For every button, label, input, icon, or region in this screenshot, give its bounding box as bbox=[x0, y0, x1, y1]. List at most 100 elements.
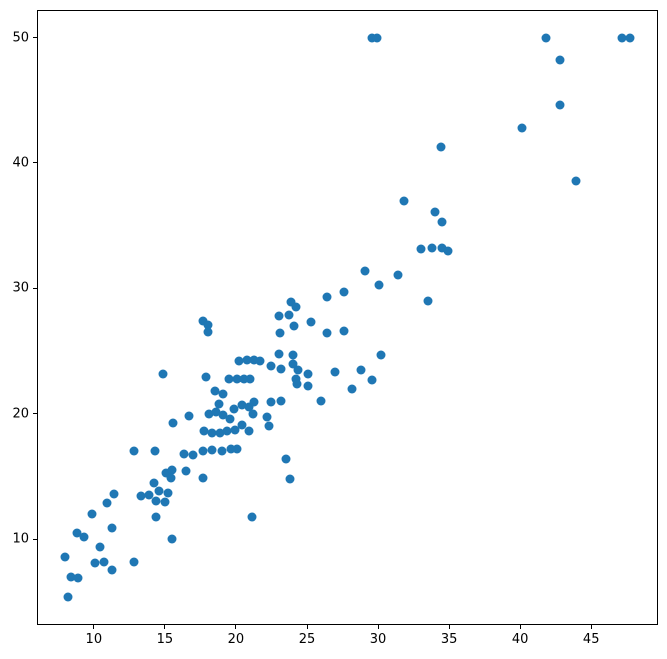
data-point bbox=[274, 311, 284, 321]
data-point bbox=[60, 552, 70, 562]
data-point bbox=[303, 381, 313, 391]
data-point bbox=[289, 321, 299, 331]
data-point bbox=[374, 280, 384, 290]
data-point bbox=[249, 355, 259, 365]
data-point bbox=[184, 411, 194, 421]
data-point bbox=[360, 266, 370, 276]
data-point bbox=[399, 196, 409, 206]
data-point bbox=[218, 389, 228, 399]
data-point bbox=[247, 512, 257, 522]
data-point bbox=[281, 454, 291, 464]
data-point bbox=[217, 446, 227, 456]
x-tick-label: 45 bbox=[582, 632, 600, 647]
data-point bbox=[437, 243, 447, 253]
data-point bbox=[347, 384, 357, 394]
data-point bbox=[102, 498, 112, 508]
data-point bbox=[322, 328, 332, 338]
data-point bbox=[288, 359, 298, 369]
x-tick-mark bbox=[164, 625, 166, 629]
data-point bbox=[90, 558, 100, 568]
data-point bbox=[264, 421, 274, 431]
data-point bbox=[232, 374, 242, 384]
y-tick-mark bbox=[33, 287, 37, 289]
data-point bbox=[218, 410, 228, 420]
data-point bbox=[179, 449, 189, 459]
data-point bbox=[339, 326, 349, 336]
data-point bbox=[339, 287, 349, 297]
data-point bbox=[107, 565, 117, 575]
data-point bbox=[107, 523, 117, 533]
y-tick-label: 40 bbox=[12, 155, 29, 171]
y-tick-label: 30 bbox=[12, 280, 29, 296]
data-point bbox=[274, 349, 284, 359]
data-point bbox=[99, 557, 109, 567]
data-point bbox=[207, 445, 217, 455]
data-point bbox=[225, 414, 235, 424]
y-tick-mark bbox=[33, 413, 37, 415]
data-point bbox=[286, 297, 296, 307]
data-point bbox=[237, 400, 247, 410]
data-point bbox=[517, 123, 527, 133]
data-point bbox=[229, 404, 239, 414]
data-point bbox=[234, 356, 244, 366]
data-point bbox=[87, 509, 97, 519]
data-point bbox=[248, 409, 258, 419]
plot-area bbox=[37, 10, 658, 625]
data-point bbox=[215, 428, 225, 438]
x-tick-mark bbox=[377, 625, 379, 629]
data-point bbox=[437, 217, 447, 227]
data-point bbox=[163, 488, 173, 498]
data-point bbox=[285, 474, 295, 484]
data-point bbox=[222, 426, 232, 436]
x-tick-label: 40 bbox=[511, 632, 529, 647]
data-point bbox=[136, 491, 146, 501]
data-point bbox=[625, 33, 635, 43]
data-point bbox=[244, 402, 254, 412]
data-point bbox=[211, 407, 221, 417]
data-point bbox=[292, 379, 302, 389]
data-point bbox=[249, 397, 259, 407]
data-point bbox=[430, 207, 440, 217]
data-point bbox=[291, 374, 301, 384]
data-point bbox=[207, 428, 217, 438]
data-point bbox=[255, 356, 265, 366]
data-point bbox=[63, 592, 73, 602]
data-point bbox=[367, 375, 377, 385]
data-point bbox=[203, 327, 213, 337]
data-point bbox=[151, 496, 161, 506]
data-point bbox=[214, 399, 224, 409]
data-point bbox=[167, 465, 177, 475]
data-point bbox=[129, 446, 139, 456]
data-point bbox=[210, 386, 220, 396]
data-point bbox=[288, 350, 298, 360]
x-tick-label: 25 bbox=[298, 632, 316, 647]
x-tick-mark bbox=[306, 625, 308, 629]
data-point bbox=[244, 426, 254, 436]
data-point bbox=[303, 369, 313, 379]
x-tick-mark bbox=[519, 625, 521, 629]
x-tick-label: 10 bbox=[85, 632, 103, 647]
data-point bbox=[393, 270, 403, 280]
y-tick-mark bbox=[33, 162, 37, 164]
data-point bbox=[160, 497, 170, 507]
data-point bbox=[203, 320, 213, 330]
data-point bbox=[199, 426, 209, 436]
data-point bbox=[423, 296, 433, 306]
data-point bbox=[230, 425, 240, 435]
x-tick-mark bbox=[93, 625, 95, 629]
data-point bbox=[239, 374, 249, 384]
data-point bbox=[262, 412, 272, 422]
data-point bbox=[330, 367, 340, 377]
data-point bbox=[166, 473, 176, 483]
data-point bbox=[151, 512, 161, 522]
data-point bbox=[158, 369, 168, 379]
data-point bbox=[571, 176, 581, 186]
x-tick-mark bbox=[448, 625, 450, 629]
data-point bbox=[276, 364, 286, 374]
data-point bbox=[284, 310, 294, 320]
data-point bbox=[266, 361, 276, 371]
data-point bbox=[224, 374, 234, 384]
data-point bbox=[168, 418, 178, 427]
x-tick-label: 35 bbox=[440, 632, 458, 647]
